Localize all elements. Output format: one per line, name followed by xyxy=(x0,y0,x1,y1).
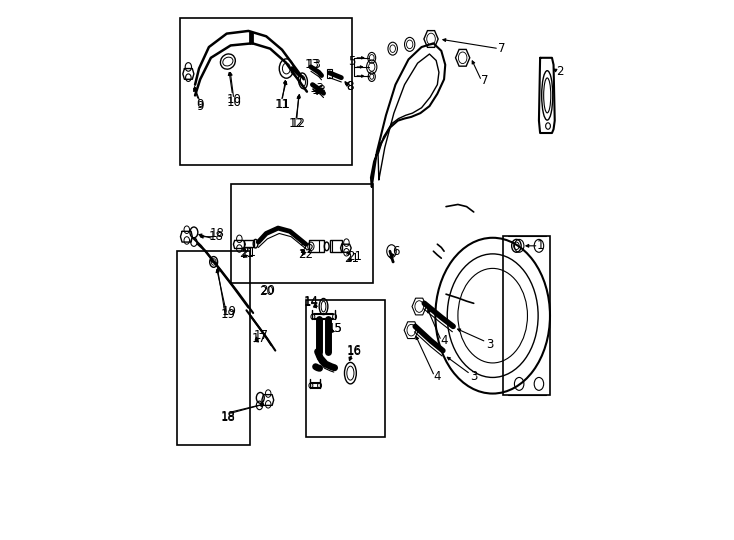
Text: 22: 22 xyxy=(299,243,314,256)
Text: 14: 14 xyxy=(303,295,319,308)
Bar xyxy=(178,251,250,444)
Text: 3: 3 xyxy=(486,338,493,350)
Text: 18: 18 xyxy=(210,227,225,240)
Bar xyxy=(308,240,324,252)
Text: 14: 14 xyxy=(303,296,319,309)
Bar xyxy=(230,184,373,284)
Text: 12: 12 xyxy=(291,117,305,130)
Text: 18: 18 xyxy=(220,411,236,424)
Text: 13: 13 xyxy=(310,82,325,95)
Text: 4: 4 xyxy=(440,334,448,347)
Text: 8: 8 xyxy=(346,80,354,93)
Text: 18: 18 xyxy=(208,230,223,243)
Text: 20: 20 xyxy=(259,285,274,298)
Bar xyxy=(504,236,550,395)
Text: 9: 9 xyxy=(197,98,204,111)
Text: 20: 20 xyxy=(260,284,275,297)
Text: 18: 18 xyxy=(220,410,236,423)
Text: 5: 5 xyxy=(349,55,356,68)
Text: 3: 3 xyxy=(470,370,477,383)
Text: 19: 19 xyxy=(220,308,236,321)
Bar xyxy=(306,300,385,436)
Text: 15: 15 xyxy=(328,321,343,334)
Text: 7: 7 xyxy=(481,75,489,87)
Bar xyxy=(181,17,352,165)
Text: 11: 11 xyxy=(275,98,289,111)
Text: 19: 19 xyxy=(222,306,237,319)
Text: 10: 10 xyxy=(227,96,242,109)
Text: 21: 21 xyxy=(347,250,362,263)
Text: 1: 1 xyxy=(537,239,545,252)
Text: 6: 6 xyxy=(392,245,399,258)
Text: 15: 15 xyxy=(328,321,343,334)
Text: 10: 10 xyxy=(227,93,242,106)
Text: 2: 2 xyxy=(556,65,564,78)
Text: 8: 8 xyxy=(346,80,354,93)
Text: 16: 16 xyxy=(347,344,362,357)
Text: 21: 21 xyxy=(344,252,360,265)
Text: 22: 22 xyxy=(298,248,313,261)
Text: 12: 12 xyxy=(289,117,304,130)
Text: 9: 9 xyxy=(197,100,204,113)
Text: 13: 13 xyxy=(305,58,320,71)
Text: 11: 11 xyxy=(276,98,291,111)
Bar xyxy=(330,240,342,252)
Text: 13: 13 xyxy=(306,58,321,71)
Bar xyxy=(327,69,332,78)
Text: 21: 21 xyxy=(241,246,256,259)
Text: 17: 17 xyxy=(253,329,269,342)
Text: 17: 17 xyxy=(252,332,267,345)
Text: 16: 16 xyxy=(347,345,362,358)
Text: 4: 4 xyxy=(434,370,441,383)
Bar xyxy=(244,240,253,247)
Text: 7: 7 xyxy=(498,42,506,55)
Text: 21: 21 xyxy=(239,247,255,260)
Text: 13: 13 xyxy=(311,84,326,97)
